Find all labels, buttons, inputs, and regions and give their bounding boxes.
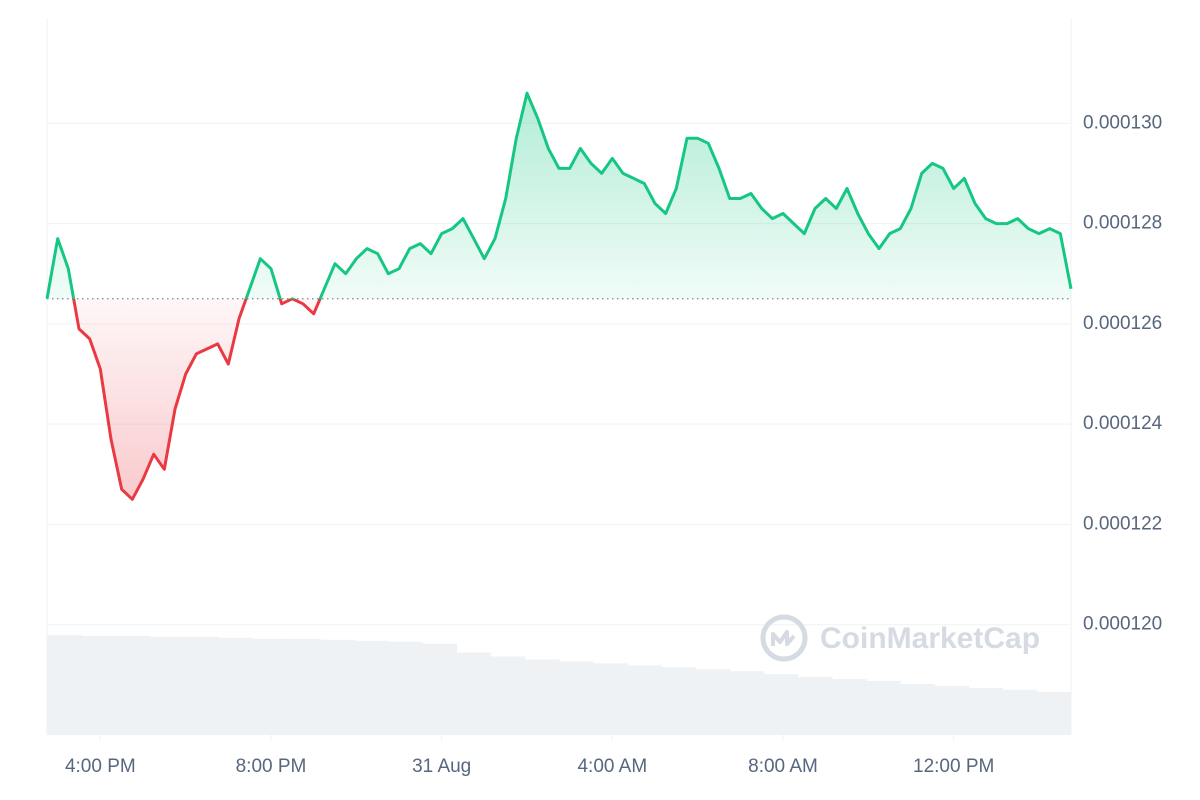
volume-bar <box>217 637 253 735</box>
volume-bar <box>1002 689 1038 735</box>
volume-bar <box>1036 691 1072 735</box>
volume-bar <box>81 635 116 735</box>
volume-bar <box>866 681 901 735</box>
watermark-logo <box>760 614 808 662</box>
volume-bar <box>251 638 287 735</box>
y-tick-label: 0.000126 <box>1083 313 1162 334</box>
volume-bar <box>524 659 560 735</box>
x-tick-label: 8:00 PM <box>236 756 307 777</box>
volume-bar <box>832 679 867 735</box>
watermark-logo-mark <box>771 630 796 646</box>
volume-bar <box>900 683 935 735</box>
volume-bar <box>968 687 1004 735</box>
volume-bar <box>763 674 799 735</box>
volume-bar <box>183 636 219 735</box>
volume-bar <box>934 685 970 735</box>
volume-bar <box>388 641 423 735</box>
volume-bar <box>661 667 697 735</box>
watermark-text: CoinMarketCap <box>820 622 1040 655</box>
volume-bar <box>729 671 765 735</box>
volume-bar <box>115 635 150 735</box>
volume-bar <box>627 665 662 735</box>
volume-bar <box>456 652 492 735</box>
volume-bar <box>47 634 82 735</box>
y-tick-label: 0.000122 <box>1083 513 1162 534</box>
watermark: CoinMarketCap <box>760 614 1040 662</box>
x-tick-label: 4:00 PM <box>65 756 136 777</box>
price-area <box>47 93 1071 500</box>
volume-layer <box>47 634 1072 735</box>
y-tick-label: 0.000124 <box>1083 413 1163 434</box>
volume-bar <box>695 669 731 735</box>
x-tick-label: 4:00 AM <box>577 756 647 777</box>
volume-bar <box>797 677 833 735</box>
x-tick-label: 12:00 PM <box>913 756 994 777</box>
volume-bar <box>149 636 185 735</box>
x-tick-label: 31 Aug <box>412 756 471 777</box>
price-line <box>45 91 1073 501</box>
volume-bar <box>285 638 321 735</box>
grid-layer <box>46 18 1072 735</box>
volume-bar <box>593 663 628 735</box>
y-tick-label: 0.000128 <box>1083 213 1162 234</box>
x-tick-label: 8:00 AM <box>748 756 818 777</box>
plot-layer <box>45 91 1073 501</box>
volume-bar <box>559 661 594 735</box>
y-tick-label: 0.000130 <box>1083 112 1162 133</box>
volume-bar <box>320 639 355 735</box>
volume-bar <box>490 656 526 735</box>
y-tick-label: 0.000120 <box>1083 614 1162 635</box>
volume-bar <box>354 640 389 735</box>
volume-bar <box>422 643 458 735</box>
